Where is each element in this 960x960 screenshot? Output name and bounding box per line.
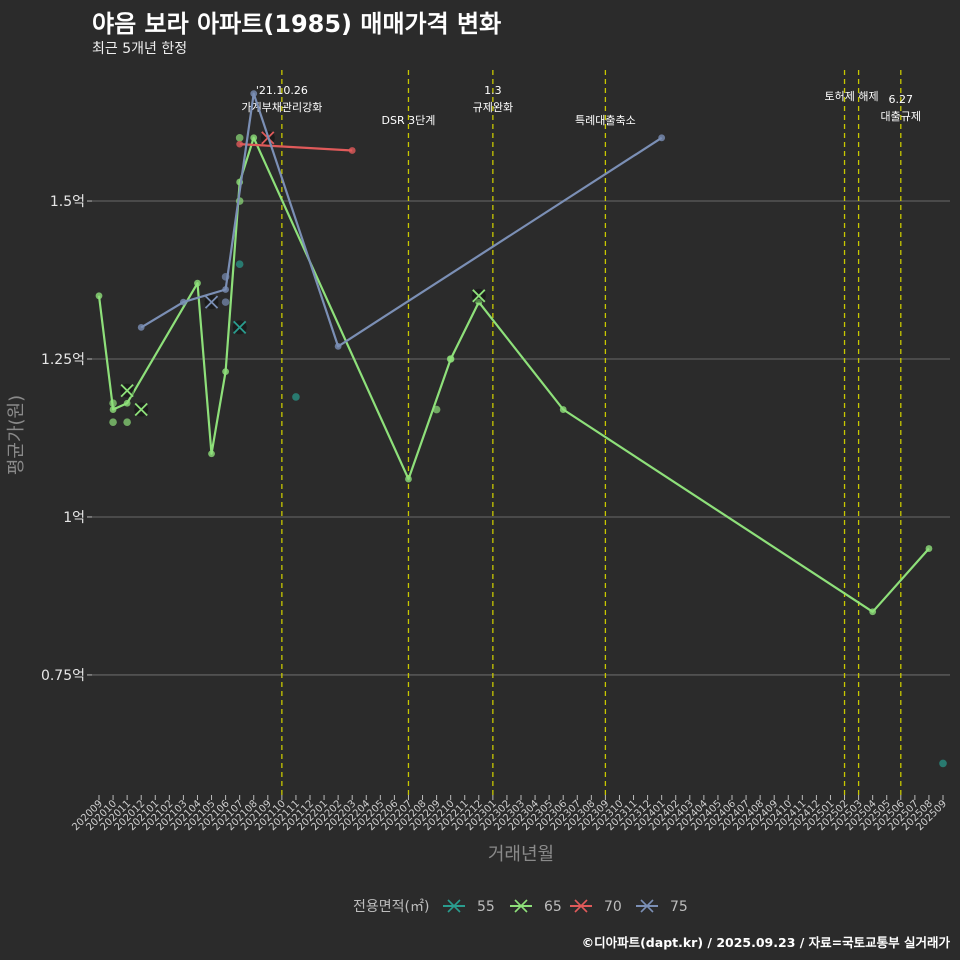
legend-swatch-cross (574, 899, 588, 913)
legend-label: 70 (604, 899, 622, 915)
chart-subtitle: 최근 5개년 한정 (92, 41, 188, 57)
series-layer (95, 90, 947, 768)
policy-label: 가계부채관리강화 (241, 101, 322, 114)
data-point-70 (348, 147, 356, 154)
x-axis-title: 거래년월 (488, 844, 554, 865)
data-point-65 (123, 418, 131, 426)
trade-cross-marker (204, 295, 219, 310)
data-point-75 (221, 273, 230, 281)
data-point-65 (405, 475, 412, 483)
trade-cross-marker (232, 320, 247, 335)
data-point-65 (194, 279, 201, 287)
legend-item-75: 75 (636, 899, 688, 915)
data-point-75 (221, 298, 230, 306)
data-point-65 (869, 608, 877, 616)
y-tick-label: 1억 (63, 510, 85, 526)
data-point-75 (334, 342, 342, 350)
policy-label: 토허제 해제 (825, 89, 879, 103)
series-line-70 (239, 143, 353, 152)
data-point-65 (95, 292, 103, 300)
cross-stroke (134, 402, 148, 417)
data-point-65 (123, 399, 131, 407)
data-point-65 (222, 368, 230, 376)
data-point-65 (208, 450, 215, 458)
data-point-65 (109, 406, 117, 413)
policy-label: 1.3 (484, 84, 502, 97)
y-tick-label: 0.75억 (41, 668, 85, 684)
cross-stroke (472, 289, 486, 303)
legend-item-70: 70 (570, 899, 622, 915)
legend-title: 전용면적(㎡) (353, 899, 429, 915)
series-55 (232, 260, 947, 768)
data-point-75 (658, 134, 666, 142)
series-line-75 (140, 92, 663, 348)
data-point-55 (939, 759, 947, 768)
y-tick-label: 1.5억 (50, 194, 85, 210)
legend-label: 55 (477, 899, 495, 915)
chart-title: 야음 보라 아파트(1985) 매매가격 변화 (92, 10, 502, 38)
data-point-65 (559, 406, 567, 413)
data-point-65 (925, 545, 933, 552)
series-line-65 (97, 136, 930, 613)
series-65 (95, 134, 933, 616)
data-point-75 (250, 90, 258, 97)
cross-stroke (233, 320, 247, 335)
legend-swatch-cross (447, 899, 461, 913)
data-point-65 (446, 355, 455, 363)
source-caption: ©디아파트(dapt.kr) / 2025.09.23 / 자료=국토교통부 실… (581, 935, 950, 950)
data-point-65 (432, 405, 441, 414)
data-point-55 (292, 393, 300, 401)
policy-label: 대출규제 (881, 110, 921, 123)
series-75 (137, 90, 666, 350)
legend-swatch-cross (514, 899, 528, 913)
data-point-65 (109, 399, 117, 408)
policy-label: 규제완화 (473, 101, 513, 114)
y-tick-label: 1.25억 (41, 352, 85, 368)
y-axis-ticks: 0.75억 1억 1.25억 1.5억 (41, 194, 92, 684)
legend-swatch-cross (640, 899, 654, 913)
legend-label: 65 (544, 899, 562, 915)
data-point-65 (250, 134, 258, 142)
policy-label: DSR 3단계 (382, 114, 436, 127)
cross-stroke (204, 295, 219, 309)
trade-cross-marker (120, 383, 135, 398)
data-point-70 (236, 140, 244, 148)
cross-stroke (120, 383, 134, 398)
data-point-65 (475, 298, 483, 306)
legend-item-65: 65 (510, 899, 562, 915)
data-point-65 (109, 418, 117, 426)
grid-lines (92, 200, 950, 676)
data-point-75 (137, 323, 145, 331)
data-point-75 (222, 286, 230, 293)
data-point-75 (180, 298, 187, 306)
trade-cross-marker (134, 402, 149, 417)
trade-cross-marker (471, 288, 486, 303)
x-axis-ticks: 2020092020102020112020122021012021022021… (70, 795, 949, 833)
y-axis-title: 평균가(원) (6, 395, 27, 475)
policy-label: 6.27 (889, 93, 914, 106)
series-70 (236, 130, 356, 154)
legend-label: 75 (670, 899, 688, 915)
policy-label: 특례대출축소 (575, 114, 636, 127)
policy-label: '21.10.26 (256, 84, 308, 97)
legend: 전용면적(㎡) 55 65 70 75 (353, 899, 688, 915)
data-point-65 (235, 134, 244, 142)
legend-item-55: 55 (443, 899, 495, 915)
data-point-55 (235, 260, 244, 269)
